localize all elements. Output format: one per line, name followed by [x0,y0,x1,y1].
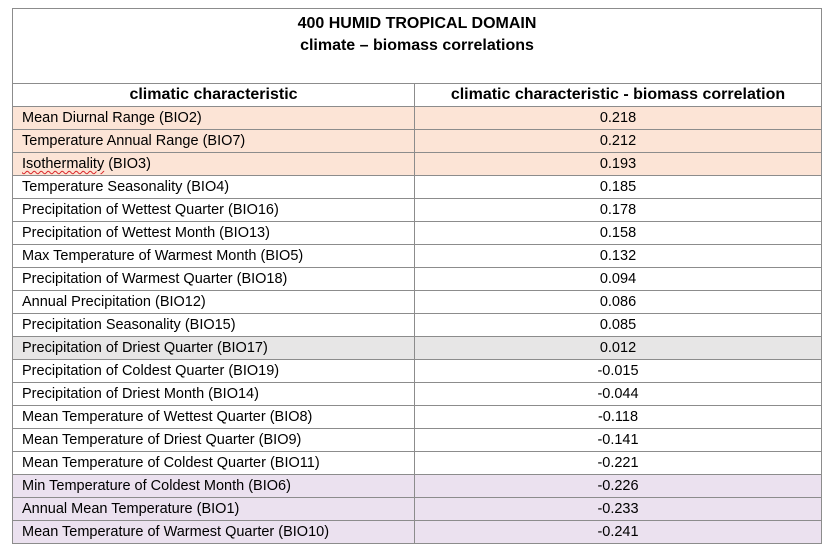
correlation-value-cell[interactable]: -0.044 [414,382,822,406]
table-row: Precipitation of Wettest Month (BIO13) 0.… [12,221,822,245]
correlation-value-cell[interactable]: 0.094 [414,267,822,291]
characteristic-text: Mean Temperature of Coldest Quarter (BIO… [22,455,320,471]
correlation-sheet: 400 HUMID TROPICAL DOMAIN climate – biom… [12,8,822,544]
characteristic-cell[interactable]: Mean Temperature of Warmest Quarter (BIO… [12,520,415,544]
header-row: climatic characteristic climatic charact… [12,83,822,107]
characteristic-cell[interactable]: Precipitation of Wettest Quarter (BIO16) [12,198,415,222]
correlation-value-cell[interactable]: 0.193 [414,152,822,176]
characteristic-text: Precipitation of Wettest Month (BIO13) [22,225,270,241]
table-row: Mean Temperature of Driest Quarter (BIO9… [12,428,822,452]
correlation-value-cell[interactable]: -0.233 [414,497,822,521]
table-row: Precipitation of Coldest Quarter (BIO19)… [12,359,822,383]
table-row: Mean Temperature of Warmest Quarter (BIO… [12,520,822,544]
correlation-value-cell[interactable]: 0.085 [414,313,822,337]
header-correlation[interactable]: climatic characteristic - biomass correl… [414,83,822,107]
correlation-value-cell[interactable]: -0.241 [414,520,822,544]
table-row: Annual Precipitation (BIO12) 0.086 [12,290,822,314]
characteristic-cell[interactable]: Precipitation of Wettest Month (BIO13) [12,221,415,245]
correlation-value-cell[interactable]: 0.178 [414,198,822,222]
characteristic-text: Max Temperature of Warmest Month (BIO5) [22,248,304,264]
characteristic-cell[interactable]: Mean Diurnal Range (BIO2) [12,106,415,130]
table-row: Precipitation of Wettest Quarter (BIO16)… [12,198,822,222]
characteristic-text-suffix: (BIO3) [104,156,151,172]
characteristic-text: Precipitation of Wettest Quarter (BIO16) [22,202,279,218]
table-title: 400 HUMID TROPICAL DOMAIN [297,15,537,32]
characteristic-text: Mean Temperature of Driest Quarter (BIO9… [22,432,302,448]
correlation-value-cell[interactable]: 0.012 [414,336,822,360]
characteristic-cell[interactable]: Mean Temperature of Wettest Quarter (BIO… [12,405,415,429]
table-row: Mean Temperature of Wettest Quarter (BIO… [12,405,822,429]
table-row: Max Temperature of Warmest Month (BIO5) 0… [12,244,822,268]
characteristic-text: Annual Mean Temperature (BIO1) [22,501,240,517]
characteristic-text: Precipitation of Driest Quarter (BIO17) [22,340,268,356]
correlation-value-cell[interactable]: 0.218 [414,106,822,130]
correlation-value-cell[interactable]: 0.086 [414,290,822,314]
characteristic-text: Mean Diurnal Range (BIO2) [22,110,202,126]
characteristic-text: Temperature Seasonality (BIO4) [22,179,230,195]
table-row: Mean Temperature of Coldest Quarter (BIO… [12,451,822,475]
title-row: 400 HUMID TROPICAL DOMAIN climate – biom… [12,8,822,84]
table-body: Mean Diurnal Range (BIO2) 0.218 Temperatur… [12,106,822,544]
characteristic-cell[interactable]: Temperature Annual Range (BIO7) [12,129,415,153]
correlation-value-cell[interactable]: -0.118 [414,405,822,429]
correlation-value-cell[interactable]: -0.015 [414,359,822,383]
spellcheck-flagged-word: Isothermality [22,156,105,172]
characteristic-cell[interactable]: Max Temperature of Warmest Month (BIO5) [12,244,415,268]
header-climatic-characteristic[interactable]: climatic characteristic [12,83,415,107]
characteristic-cell[interactable]: Isothermality (BIO3) [12,152,415,176]
characteristic-cell[interactable]: Min Temperature of Coldest Month (BIO6) [12,474,415,498]
characteristic-cell[interactable]: Mean Temperature of Coldest Quarter (BIO… [12,451,415,475]
correlation-value-cell[interactable]: -0.221 [414,451,822,475]
characteristic-text: Precipitation of Warmest Quarter (BIO18) [22,271,288,287]
table-row: Mean Diurnal Range (BIO2) 0.218 [12,106,822,130]
characteristic-cell[interactable]: Precipitation of Driest Month (BIO14) [12,382,415,406]
table-row: Precipitation of Driest Quarter (BIO17) 0… [12,336,822,360]
characteristic-cell[interactable]: Temperature Seasonality (BIO4) [12,175,415,199]
correlation-value-cell[interactable]: -0.226 [414,474,822,498]
characteristic-text: Precipitation of Driest Month (BIO14) [22,386,259,402]
characteristic-cell[interactable]: Precipitation of Warmest Quarter (BIO18) [12,267,415,291]
title-cell[interactable]: 400 HUMID TROPICAL DOMAIN climate – biom… [12,8,822,84]
table-row: Isothermality (BIO3) 0.193 [12,152,822,176]
correlation-value-cell[interactable]: 0.212 [414,129,822,153]
correlation-value-cell[interactable]: 0.185 [414,175,822,199]
table-row: Precipitation of Driest Month (BIO14) -0.… [12,382,822,406]
characteristic-text: Temperature Annual Range (BIO7) [22,133,246,149]
correlation-value-cell[interactable]: 0.158 [414,221,822,245]
correlation-value-cell[interactable]: 0.132 [414,244,822,268]
characteristic-cell[interactable]: Precipitation Seasonality (BIO15) [12,313,415,337]
characteristic-text: Precipitation of Coldest Quarter (BIO19) [22,363,280,379]
characteristic-cell[interactable]: Precipitation of Coldest Quarter (BIO19) [12,359,415,383]
characteristic-text: Precipitation Seasonality (BIO15) [22,317,236,333]
characteristic-cell[interactable]: Mean Temperature of Driest Quarter (BIO9… [12,428,415,452]
characteristic-cell[interactable]: Annual Mean Temperature (BIO1) [12,497,415,521]
characteristic-text: Mean Temperature of Wettest Quarter (BIO… [22,409,313,425]
characteristic-text: Mean Temperature of Warmest Quarter (BIO… [22,524,330,540]
correlation-value-cell[interactable]: -0.141 [414,428,822,452]
table-row: Annual Mean Temperature (BIO1) -0.233 [12,497,822,521]
table-row: Temperature Seasonality (BIO4) 0.185 [12,175,822,199]
table-subtitle: climate – biomass correlations [300,37,534,54]
table-row: Temperature Annual Range (BIO7) 0.212 [12,129,822,153]
table-row: Min Temperature of Coldest Month (BIO6) -… [12,474,822,498]
table-row: Precipitation Seasonality (BIO15) 0.085 [12,313,822,337]
table-row: Precipitation of Warmest Quarter (BIO18)… [12,267,822,291]
correlation-table: 400 HUMID TROPICAL DOMAIN climate – biom… [12,8,822,544]
characteristic-cell[interactable]: Annual Precipitation (BIO12) [12,290,415,314]
characteristic-text: Min Temperature of Coldest Month (BIO6) [22,478,291,494]
characteristic-text: Annual Precipitation (BIO12) [22,294,206,310]
characteristic-cell[interactable]: Precipitation of Driest Quarter (BIO17) [12,336,415,360]
